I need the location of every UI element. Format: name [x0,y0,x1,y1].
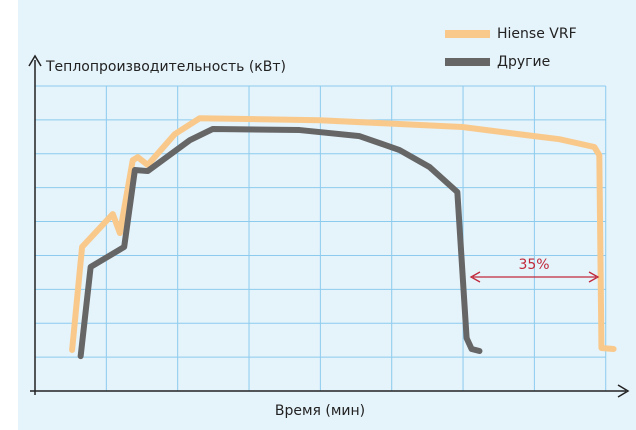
legend-label: Другие [497,54,550,70]
lines [69,115,617,360]
x-axis-arrow [617,384,630,398]
annotation-arrowheads [469,271,600,283]
y-axis-label: Теплопроизводительность (кВт) [45,59,286,75]
legend: Hiense VRF Другие [445,26,577,70]
annotation: 35% [518,257,549,273]
series-line [77,126,483,360]
legend-label: Hiense VRF [497,26,577,42]
x-axis-label: Время (мин) [275,403,365,419]
y-axis-arrow [28,54,42,67]
series-line [69,115,617,353]
